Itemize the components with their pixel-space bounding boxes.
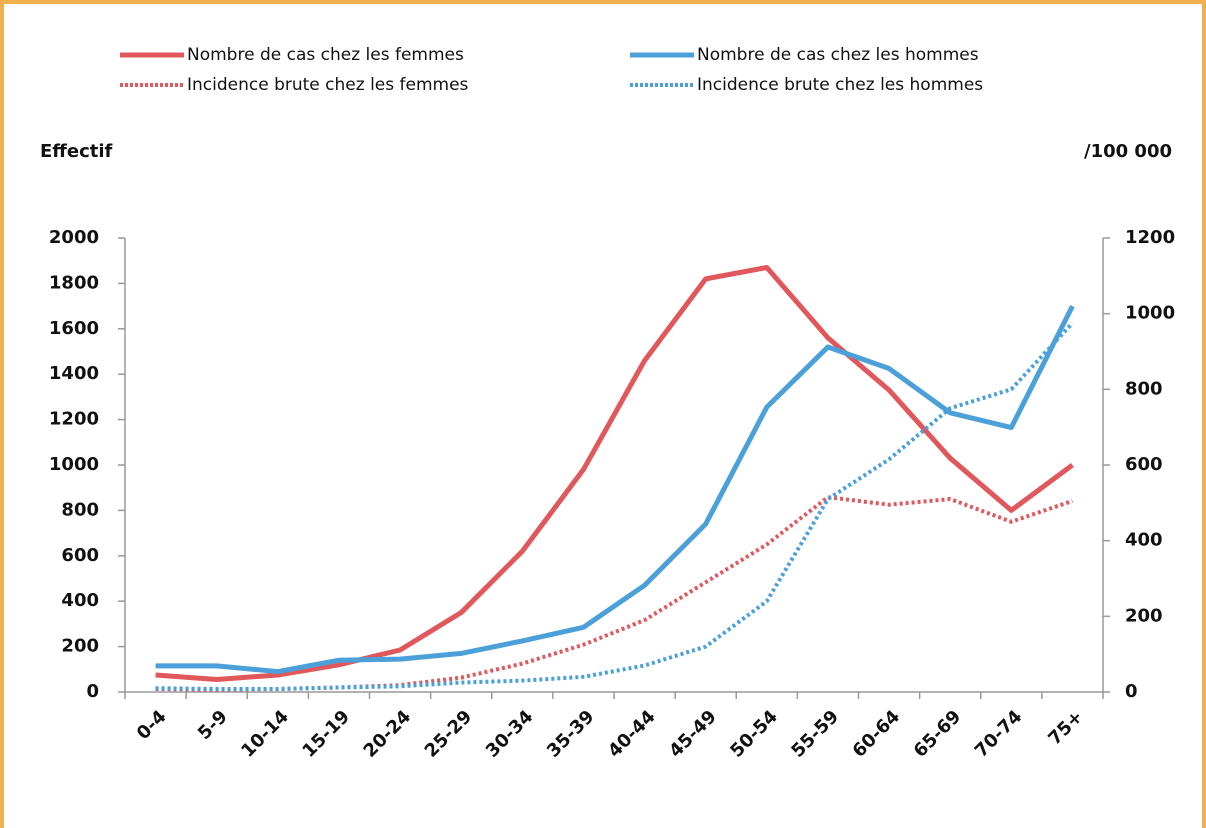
legend-label: Incidence brute chez les hommes [697, 75, 983, 95]
series-line [155, 304, 1075, 675]
y2-tick-label: 1000 [1125, 303, 1175, 324]
y-tick-label: 1600 [49, 318, 99, 339]
y2-tick-label: 200 [1125, 605, 1163, 626]
y2-tick-label: 400 [1125, 530, 1163, 551]
y2-tick-label: 800 [1125, 378, 1163, 399]
y-tick-label: 800 [61, 499, 99, 520]
y-axis-label: Effectif [40, 141, 113, 162]
y-tick-label: 200 [61, 636, 99, 657]
y-tick-label: 1200 [49, 409, 99, 430]
y-tick-label: 2000 [49, 227, 99, 248]
series-line [155, 265, 1074, 683]
y2-tick-label: 600 [1125, 454, 1163, 475]
y-tick-label: 0 [86, 681, 99, 702]
y-tick-label: 400 [61, 590, 99, 611]
series-line [155, 321, 1074, 691]
y2-tick-label: 0 [1125, 681, 1138, 702]
legend-label: Nombre de cas chez les femmes [187, 45, 464, 65]
legend-label: Incidence brute chez les femmes [187, 75, 469, 95]
y-tick-label: 1800 [49, 272, 99, 293]
legend-label: Nombre de cas chez les hommes [697, 45, 979, 65]
y-tick-label: 600 [61, 545, 99, 566]
y2-axis-label: /100 000 [1084, 141, 1172, 162]
y-tick-label: 1000 [49, 454, 99, 475]
y-tick-label: 1400 [49, 363, 99, 384]
y2-tick-label: 1200 [1125, 227, 1175, 248]
